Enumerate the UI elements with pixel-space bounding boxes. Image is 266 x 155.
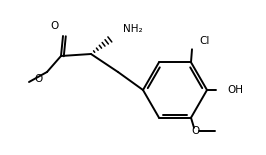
Text: OH: OH	[227, 85, 243, 95]
Text: Cl: Cl	[199, 36, 209, 46]
Text: O: O	[35, 74, 43, 84]
Text: NH₂: NH₂	[123, 24, 143, 34]
Text: O: O	[51, 21, 59, 31]
Text: O: O	[191, 126, 199, 136]
